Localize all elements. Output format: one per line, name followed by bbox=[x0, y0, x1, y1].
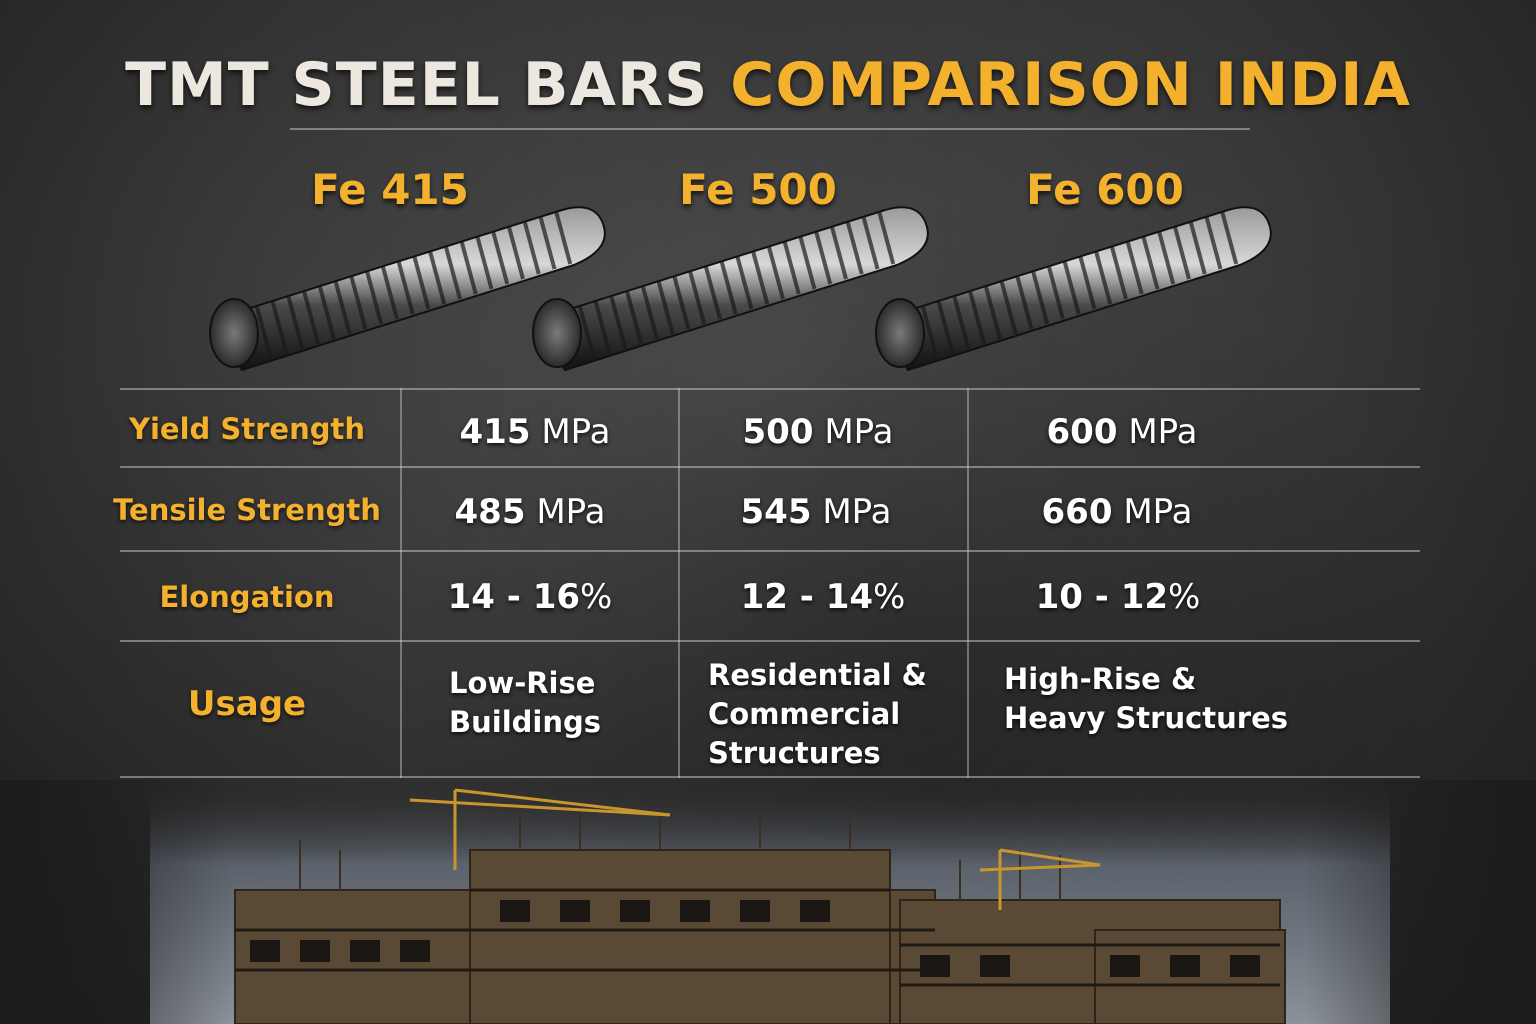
row-line-2 bbox=[120, 550, 1420, 552]
cell-tensile-fe600: 660 MPa bbox=[1041, 492, 1193, 532]
rebar-ribs bbox=[921, 211, 1239, 360]
row-line-1 bbox=[120, 466, 1420, 468]
cell-elongation-fe600: 10 - 12% bbox=[1035, 577, 1201, 617]
cell-usage-fe600: High-Rise & Heavy Structures bbox=[1004, 662, 1289, 735]
row-label-yield-strength: Yield Strength bbox=[128, 412, 366, 446]
rebar-fe415 bbox=[209, 206, 606, 371]
table-top-line bbox=[120, 388, 1420, 390]
rebar-ribs bbox=[578, 211, 896, 360]
page-title: TMT STEEL BARS COMPARISON INDIA bbox=[0, 50, 1536, 120]
cell-yield-fe600: 600 MPa bbox=[1046, 412, 1198, 452]
rebar-fe600 bbox=[875, 206, 1272, 371]
cell-usage-fe500: Residential & Commercial Structures bbox=[708, 658, 927, 770]
row-label-elongation: Elongation bbox=[159, 580, 335, 614]
rebar-images bbox=[209, 206, 1272, 371]
column-divider-2 bbox=[678, 388, 680, 778]
row-label-tensile-strength: Tensile Strength bbox=[113, 493, 381, 527]
table-bottom-line bbox=[120, 776, 1420, 778]
title-divider bbox=[290, 128, 1250, 130]
grade-header-fe500: Fe 500 bbox=[679, 165, 837, 214]
cell-elongation-fe415: 14 - 16% bbox=[447, 577, 613, 617]
cell-yield-fe500: 500 MPa bbox=[742, 412, 894, 452]
cell-usage-fe415: Low-Rise Buildings bbox=[449, 666, 601, 739]
rebar-ribs bbox=[255, 211, 573, 360]
construction-site-illustration bbox=[0, 780, 1536, 1024]
cell-elongation-fe500: 12 - 14% bbox=[740, 577, 906, 617]
grade-header-fe415: Fe 415 bbox=[311, 165, 469, 214]
column-divider-1 bbox=[400, 388, 402, 778]
row-label-usage: Usage bbox=[187, 684, 307, 724]
title-part-2: COMPARISON INDIA bbox=[730, 50, 1411, 120]
row-line-3 bbox=[120, 640, 1420, 642]
grade-header-fe600: Fe 600 bbox=[1026, 165, 1184, 214]
cell-tensile-fe500: 545 MPa bbox=[740, 492, 892, 532]
title-part-1: TMT STEEL BARS bbox=[125, 50, 709, 120]
cell-yield-fe415: 415 MPa bbox=[459, 412, 611, 452]
column-divider-3 bbox=[967, 388, 969, 778]
cell-tensile-fe415: 485 MPa bbox=[454, 492, 606, 532]
rebar-fe500 bbox=[532, 206, 929, 371]
